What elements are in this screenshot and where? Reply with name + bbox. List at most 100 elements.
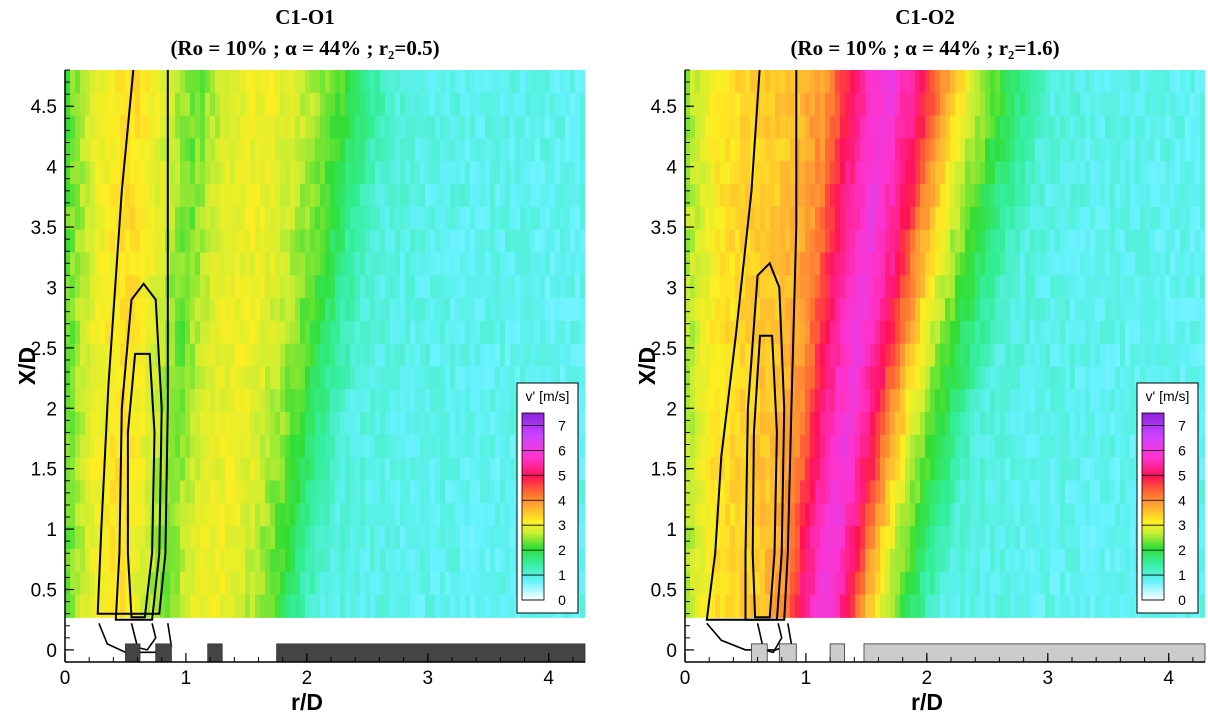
field-cell: [1200, 92, 1205, 117]
field-cell: [465, 480, 471, 504]
field-cell: [80, 320, 86, 345]
field-cell: [435, 594, 441, 618]
field-cell: [75, 320, 81, 345]
field-cell: [1055, 434, 1061, 459]
field-cell: [130, 480, 136, 504]
field-cell: [260, 298, 266, 322]
field-cell: [580, 275, 585, 299]
field-cell: [180, 480, 186, 504]
field-cell: [925, 252, 931, 276]
field-cell: [1050, 389, 1056, 413]
field-cell: [1075, 457, 1081, 482]
field-cell: [235, 138, 241, 162]
field-cell: [410, 571, 416, 596]
field-cell: [190, 252, 196, 276]
field-cell: [700, 366, 706, 390]
field-cell: [970, 434, 976, 459]
field-cell: [1060, 252, 1066, 276]
field-cell: [965, 184, 971, 208]
field-cell: [330, 184, 336, 208]
field-cell: [495, 115, 501, 140]
field-cell: [1120, 480, 1126, 504]
field-cell: [850, 92, 856, 117]
field-cell: [1185, 275, 1191, 299]
field-cell: [135, 184, 141, 208]
field-cell: [870, 161, 876, 185]
field-cell: [285, 229, 291, 254]
field-cell: [855, 70, 861, 94]
field-cell: [685, 548, 691, 573]
field-cell: [555, 138, 561, 162]
field-cell: [385, 184, 391, 208]
field-cell: [1140, 206, 1146, 231]
field-cell: [285, 275, 291, 299]
field-cell: [755, 206, 761, 231]
field-cell: [685, 92, 691, 117]
field-cell: [1170, 275, 1176, 299]
field-cell: [140, 480, 146, 504]
field-cell: [210, 480, 216, 504]
field-cell: [890, 503, 896, 527]
field-cell: [340, 92, 346, 117]
field-cell: [775, 457, 781, 482]
field-cell: [1115, 252, 1121, 276]
field-cell: [1155, 343, 1161, 368]
field-cell: [125, 161, 131, 185]
field-cell: [410, 275, 416, 299]
field-cell: [915, 503, 921, 527]
field-cell: [170, 343, 176, 368]
field-cell: [390, 343, 396, 368]
field-cell: [965, 206, 971, 231]
field-cell: [765, 503, 771, 527]
field-cell: [250, 434, 256, 459]
field-cell: [1000, 366, 1006, 390]
field-cell: [390, 503, 396, 527]
colorbar-tick-label: 1: [558, 567, 566, 583]
field-cell: [150, 320, 156, 345]
field-cell: [155, 229, 161, 254]
field-cell: [290, 161, 296, 185]
field-cell: [835, 389, 841, 413]
field-cell: [90, 138, 96, 162]
field-cell: [860, 343, 866, 368]
field-cell: [815, 298, 821, 322]
field-cell: [725, 571, 731, 596]
field-cell: [180, 503, 186, 527]
field-cell: [760, 252, 766, 276]
field-cell: [965, 366, 971, 390]
field-cell: [150, 92, 156, 117]
field-cell: [185, 298, 191, 322]
field-cell: [405, 184, 411, 208]
field-cell: [845, 229, 851, 254]
field-cell: [500, 184, 506, 208]
field-cell: [270, 92, 276, 117]
field-cell: [220, 434, 226, 459]
field-cell: [490, 184, 496, 208]
field-cell: [290, 138, 296, 162]
field-cell: [420, 434, 426, 459]
field-cell: [175, 343, 181, 368]
field-cell: [1090, 275, 1096, 299]
field-cell: [960, 138, 966, 162]
field-cell: [495, 184, 501, 208]
field-cell: [70, 412, 76, 436]
field-cell: [415, 252, 421, 276]
field-cell: [290, 548, 296, 573]
field-cell: [1105, 480, 1111, 504]
field-cell: [320, 206, 326, 231]
field-cell: [230, 526, 236, 550]
field-cell: [335, 70, 341, 94]
field-cell: [185, 229, 191, 254]
field-cell: [745, 526, 751, 550]
field-cell: [965, 548, 971, 573]
field-cell: [500, 161, 506, 185]
field-cell: [910, 138, 916, 162]
field-cell: [130, 115, 136, 140]
field-cell: [280, 70, 286, 94]
field-cell: [895, 184, 901, 208]
field-cell: [470, 480, 476, 504]
field-cell: [1010, 457, 1016, 482]
field-cell: [1055, 252, 1061, 276]
field-cell: [950, 434, 956, 459]
field-cell: [245, 548, 251, 573]
